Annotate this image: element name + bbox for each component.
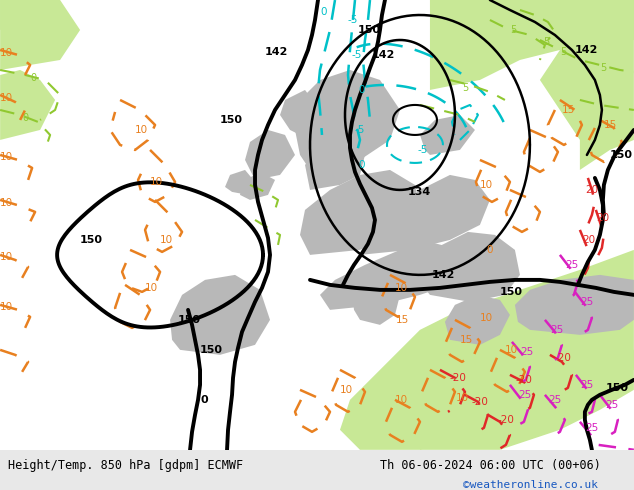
Text: 0: 0: [486, 245, 493, 255]
Polygon shape: [420, 350, 634, 450]
Polygon shape: [320, 242, 470, 310]
Polygon shape: [420, 115, 475, 155]
Polygon shape: [540, 0, 634, 170]
Polygon shape: [430, 0, 634, 90]
Polygon shape: [295, 70, 400, 170]
Polygon shape: [280, 90, 320, 140]
Polygon shape: [240, 172, 275, 200]
Text: 25: 25: [580, 380, 593, 390]
Text: 150: 150: [80, 235, 103, 245]
Polygon shape: [515, 275, 634, 335]
Text: -20: -20: [472, 397, 489, 407]
Text: 15: 15: [562, 105, 575, 115]
Text: 20: 20: [596, 213, 609, 223]
Polygon shape: [340, 250, 634, 450]
Text: 25: 25: [585, 423, 598, 433]
Text: 10: 10: [145, 283, 158, 293]
Polygon shape: [352, 265, 400, 325]
Text: 25: 25: [518, 390, 531, 400]
Polygon shape: [490, 0, 634, 30]
Text: -20: -20: [516, 375, 533, 385]
Text: 142: 142: [432, 270, 455, 280]
Text: -5: -5: [348, 15, 358, 25]
Text: 20: 20: [582, 235, 595, 245]
Polygon shape: [0, 70, 55, 140]
Text: -20: -20: [555, 353, 572, 363]
Text: 0: 0: [200, 395, 208, 405]
Text: 134: 134: [408, 187, 431, 197]
Text: 25: 25: [605, 400, 618, 410]
Text: 10: 10: [395, 283, 408, 293]
Text: 10: 10: [0, 302, 13, 312]
Text: 10: 10: [150, 177, 163, 187]
Text: -20: -20: [450, 373, 467, 383]
Text: 10: 10: [0, 48, 13, 58]
Text: 150: 150: [220, 115, 243, 125]
Polygon shape: [225, 170, 255, 195]
Text: 10: 10: [340, 385, 353, 395]
Text: 0: 0: [358, 85, 365, 95]
Polygon shape: [0, 0, 80, 70]
Text: -5: -5: [355, 125, 365, 135]
Text: 25: 25: [548, 395, 561, 405]
Text: 10: 10: [0, 252, 13, 262]
Text: 10: 10: [0, 198, 13, 208]
Text: -5: -5: [352, 50, 363, 60]
Polygon shape: [342, 105, 385, 140]
Text: Th 06-06-2024 06:00 UTC (00+06): Th 06-06-2024 06:00 UTC (00+06): [380, 459, 601, 471]
Text: 142: 142: [265, 47, 288, 57]
Text: 150: 150: [178, 315, 201, 325]
Text: 0: 0: [320, 7, 327, 17]
Polygon shape: [422, 232, 520, 302]
Text: 150: 150: [606, 383, 629, 393]
Text: 150: 150: [610, 150, 633, 160]
Text: 10: 10: [480, 180, 493, 190]
Text: 10: 10: [505, 345, 518, 355]
Text: 5: 5: [560, 47, 566, 57]
Text: 20: 20: [585, 185, 598, 195]
Text: 5: 5: [510, 25, 516, 35]
Text: 150: 150: [500, 287, 523, 297]
Text: 0: 0: [358, 160, 365, 170]
Polygon shape: [360, 175, 490, 255]
Text: 150: 150: [200, 345, 223, 355]
Polygon shape: [170, 275, 270, 355]
Text: 142: 142: [372, 50, 396, 60]
Text: 10: 10: [0, 152, 13, 162]
Polygon shape: [445, 295, 510, 345]
Text: 150: 150: [358, 25, 381, 35]
Text: 142: 142: [575, 45, 598, 55]
Text: 0: 0: [30, 73, 36, 83]
Text: 10: 10: [480, 313, 493, 323]
Text: Height/Temp. 850 hPa [gdpm] ECMWF: Height/Temp. 850 hPa [gdpm] ECMWF: [8, 459, 243, 471]
Text: 25: 25: [520, 347, 533, 357]
Text: 5: 5: [462, 83, 468, 93]
Text: 5: 5: [543, 37, 549, 47]
Text: 10: 10: [160, 235, 173, 245]
Text: 25: 25: [565, 260, 578, 270]
Polygon shape: [300, 170, 420, 255]
Text: 25: 25: [550, 325, 563, 335]
Text: 10: 10: [135, 125, 148, 135]
Text: 25: 25: [580, 297, 593, 307]
Text: ©weatheronline.co.uk: ©weatheronline.co.uk: [463, 480, 598, 490]
Text: 10: 10: [0, 93, 13, 103]
Text: -20: -20: [498, 415, 515, 425]
Text: 15: 15: [396, 315, 409, 325]
Text: 10: 10: [456, 393, 469, 403]
Text: 5: 5: [600, 63, 606, 73]
Text: 0: 0: [22, 113, 29, 123]
Text: -5: -5: [418, 145, 429, 155]
Polygon shape: [0, 0, 30, 30]
Text: 10: 10: [395, 395, 408, 405]
Text: 15: 15: [604, 120, 617, 130]
Polygon shape: [245, 130, 295, 180]
Polygon shape: [305, 145, 365, 190]
Text: 15: 15: [460, 335, 473, 345]
